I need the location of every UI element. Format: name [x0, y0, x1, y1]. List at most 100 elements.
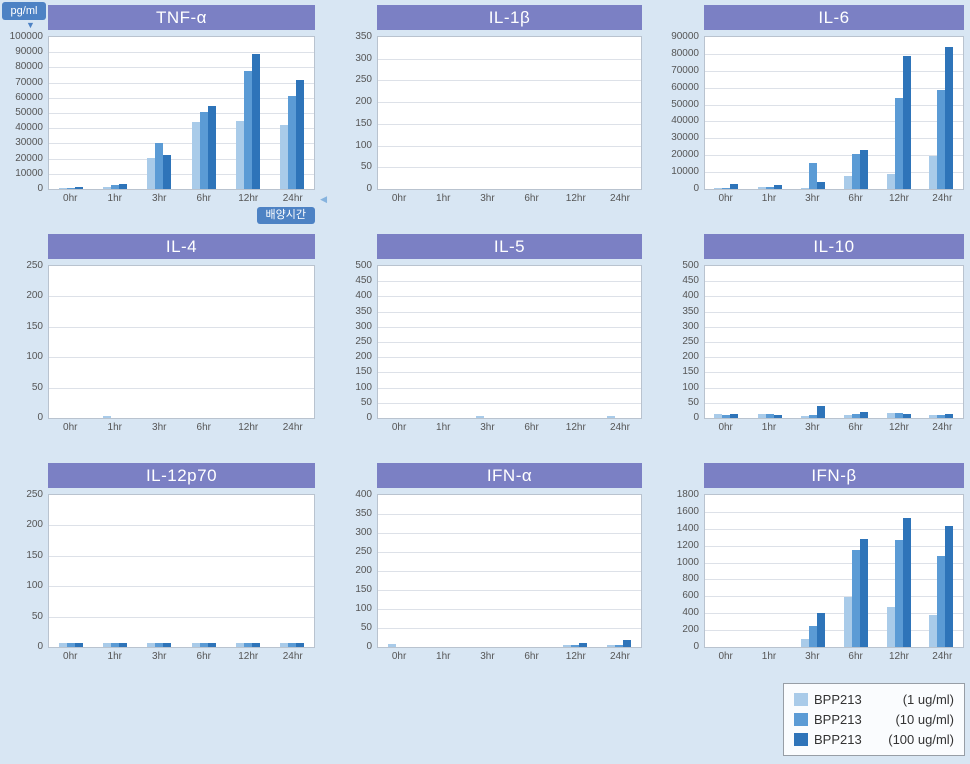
bar: [945, 47, 954, 189]
bar: [886, 412, 895, 418]
y-tick-label: 90000: [15, 46, 43, 58]
x-tick-label: 6hr: [848, 422, 863, 433]
y-tick-label: 250: [355, 546, 372, 557]
y-tick-label: 70000: [15, 76, 43, 88]
gridline: [378, 58, 641, 60]
y-tick-label: 60000: [15, 91, 43, 103]
bar: [894, 97, 903, 189]
bar: [886, 174, 895, 189]
y-tick-label: 20000: [15, 152, 43, 164]
gridline: [705, 87, 963, 89]
bar: [722, 188, 731, 189]
chart-title: IL-1β: [377, 5, 642, 30]
legend-series-conc: (100 ug/ml): [888, 732, 954, 747]
x-tick-label: 12hr: [888, 651, 909, 662]
plot-region: 0 10000 20000 30000 40000 50000 60000 70000 8000…: [658, 32, 964, 194]
y-tick-label: 200: [355, 351, 372, 363]
y-tick-label: 600: [682, 590, 699, 602]
y-tick-label: 0: [366, 641, 372, 652]
bar: [287, 95, 296, 189]
gridline: [378, 102, 641, 104]
y-tick-label: 50000: [671, 98, 699, 110]
x-tick-label: 6hr: [848, 193, 863, 204]
bar: [894, 413, 903, 418]
bar: [279, 125, 288, 189]
plot-area: [704, 494, 964, 648]
x-tick-label: 12hr: [238, 422, 259, 433]
y-tick-label: 250: [26, 260, 43, 271]
bar: [235, 642, 244, 647]
plot-area: [48, 265, 315, 419]
bar: [163, 642, 172, 647]
x-axis: 0hr 1hr 3hr 6hr 12hr 24hr: [377, 419, 642, 433]
bar: [859, 411, 868, 418]
bar: [75, 187, 84, 189]
bar: [937, 555, 946, 647]
y-tick-label: 400: [682, 607, 699, 619]
bar: [816, 182, 825, 189]
gridline: [49, 67, 314, 69]
y-tick-label: 0: [693, 641, 699, 652]
x-tick-label: 3hr: [480, 651, 495, 662]
gridline: [705, 511, 963, 513]
y-tick-label: 50: [31, 381, 43, 393]
bar: [714, 188, 723, 189]
x-axis-unit-badge: 배양시간: [256, 207, 315, 224]
y-tick-label: 100: [355, 139, 372, 151]
plot-area: [48, 36, 315, 190]
gridline: [378, 609, 641, 610]
gridline: [705, 630, 963, 632]
bar: [207, 642, 216, 647]
x-tick-label: 0hr: [718, 651, 733, 662]
y-axis-unit-badge: pg/ml: [2, 2, 46, 20]
y-tick-label: 50: [360, 161, 372, 173]
bar: [235, 121, 244, 189]
gridline: [49, 143, 314, 145]
y-tick-label: 150: [355, 584, 372, 595]
gridline: [705, 104, 963, 106]
y-tick-label: 0: [37, 183, 43, 194]
x-tick-label: 1hr: [761, 422, 777, 433]
bar: [757, 187, 766, 189]
x-axis: 0hr 1hr 3hr 6hr 12hr 24hr: [377, 190, 642, 204]
x-tick-label: 12hr: [238, 193, 259, 204]
gridline: [378, 387, 641, 389]
plot-region: 0 200 400 600 800 1000 1200 1400 1600 1800: [658, 490, 964, 652]
y-tick-label: 150: [355, 117, 372, 129]
y-tick-label: 350: [355, 508, 372, 519]
y-tick-label: 100: [26, 351, 43, 363]
gridline: [49, 586, 314, 588]
x-tick-label: 24hr: [609, 422, 630, 433]
x-tick-label: 12hr: [238, 651, 259, 662]
x-axis: 0hr 1hr 3hr 6hr 12hr 24hr: [704, 419, 964, 433]
x-tick-label: 0hr: [63, 193, 78, 204]
x-tick-label: 6hr: [524, 651, 539, 662]
x-tick-label: 0hr: [63, 651, 78, 662]
gridline: [378, 123, 641, 125]
y-tick-label: 100000: [9, 31, 43, 42]
bar: [859, 150, 868, 189]
y-axis-arrow-icon: ▼: [26, 20, 35, 30]
y-tick-label: 50000: [15, 107, 43, 118]
y-tick-label: 250: [355, 336, 372, 347]
bar: [894, 539, 903, 647]
bar: [902, 413, 911, 418]
gridline: [705, 296, 963, 298]
gridline: [378, 372, 641, 374]
y-tick-label: 500: [355, 260, 372, 271]
bar: [207, 106, 216, 189]
gridline: [49, 326, 314, 328]
y-tick-label: 250: [26, 489, 43, 500]
x-tick-label: 12hr: [888, 422, 909, 433]
bar: [111, 185, 120, 189]
y-tick-label: 40000: [15, 122, 43, 134]
x-tick-label: 3hr: [805, 422, 820, 433]
bar: [251, 54, 260, 189]
bar: [800, 415, 809, 418]
bar: [243, 71, 252, 189]
y-tick-label: 250: [682, 336, 699, 347]
plot-region: 0 50 100 150 200 250: [2, 490, 315, 652]
y-tick-label: 100: [355, 381, 372, 393]
gridline: [378, 167, 641, 169]
bar: [808, 414, 817, 418]
